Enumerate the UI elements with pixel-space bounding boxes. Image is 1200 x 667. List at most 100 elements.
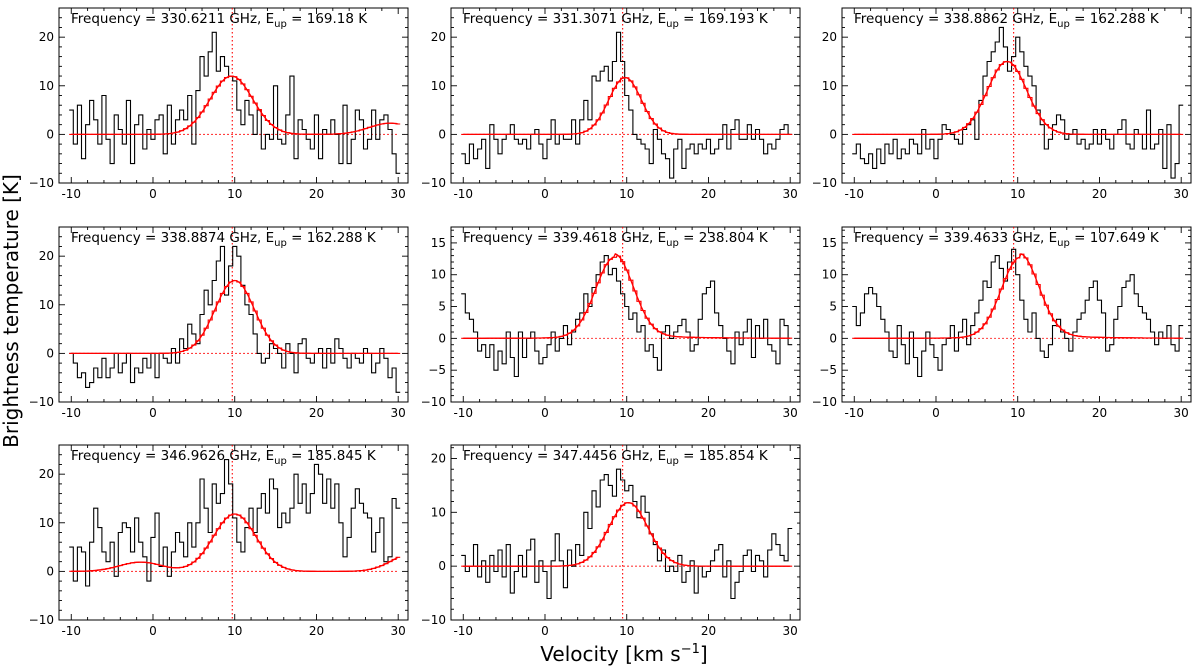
y-tick-label: 20 <box>39 30 54 44</box>
model-curve <box>71 279 399 355</box>
y-tick-label: −10 <box>421 395 446 409</box>
y-tick-label: −5 <box>819 363 837 377</box>
plot-area <box>852 227 1184 402</box>
y-tick-label: −10 <box>812 395 837 409</box>
x-tick-label: 10 <box>227 624 242 638</box>
panel-title: Frequency = 330.6211 GHz, Eup = 169.18 K <box>71 11 368 30</box>
model-step <box>852 253 1184 339</box>
panel-title-main: Frequency = 331.3071 GHz, E <box>463 11 666 27</box>
panel-title-sub: up <box>1057 19 1070 30</box>
panel-title-tail: = 238.804 K <box>679 230 769 246</box>
x-axis-title: Velocity [km s−1] <box>540 642 707 666</box>
x-tick-label: -10 <box>453 406 473 420</box>
panel-title-main: Frequency = 338.8874 GHz, E <box>71 230 274 246</box>
panel-title-tail: = 107.649 K <box>1070 230 1160 246</box>
y-tick-label: 10 <box>822 79 837 93</box>
y-tick-label: −10 <box>421 613 446 627</box>
x-tick-label: 30 <box>783 624 798 638</box>
y-tick-label: −10 <box>29 176 54 190</box>
panel-title-tail: = 169.18 K <box>287 11 368 27</box>
plot-frame <box>58 444 409 621</box>
y-tick-label: 10 <box>822 268 837 282</box>
x-tick-label: 20 <box>701 187 716 201</box>
y-tick-label: 0 <box>46 564 54 578</box>
panel-title-sub: up <box>274 19 287 30</box>
plot-frame <box>450 226 801 403</box>
panel-title-tail: = 185.854 K <box>679 448 769 464</box>
panel-title-tail: = 162.288 K <box>287 230 377 246</box>
x-tick-label: 0 <box>541 406 549 420</box>
x-axis-title-main: Velocity [km s <box>540 642 680 666</box>
y-tick-label: −10 <box>29 395 54 409</box>
panel-1: -10 0 10 20 30 −10 0 10 20 Frequency = 330.6211 G… <box>29 7 409 201</box>
observed-spectrum <box>852 248 1184 378</box>
x-tick-label: 0 <box>932 187 940 201</box>
y-tick-label: 10 <box>39 79 54 93</box>
panel-title-main: Frequency = 347.4456 GHz, E <box>463 448 666 464</box>
x-tick-label: 30 <box>783 406 798 420</box>
y-tick-label: 10 <box>39 516 54 530</box>
x-tick-label: 0 <box>149 406 157 420</box>
y-tick-label: 20 <box>822 30 837 44</box>
model-step <box>69 279 401 354</box>
x-tick-label: 30 <box>1174 406 1189 420</box>
y-tick-label: −10 <box>812 176 837 190</box>
y-tick-label: 15 <box>822 236 837 250</box>
plot-frame <box>841 7 1192 184</box>
panel-6: -10 0 10 20 30 −10 −5 0 5 10 15 Frequency = 339.463… <box>812 226 1192 420</box>
model-step <box>852 61 1184 135</box>
x-tick-label: 30 <box>391 624 406 638</box>
x-tick-label: 0 <box>149 187 157 201</box>
model-step <box>461 502 793 567</box>
panel-title-main: Frequency = 346.9626 GHz, E <box>71 448 274 464</box>
panel-title-main: Frequency = 339.4633 GHz, E <box>854 230 1057 246</box>
y-tick-label: −5 <box>428 363 446 377</box>
y-tick-label: 5 <box>438 300 446 314</box>
panel-title: Frequency = 339.4633 GHz, Eup = 107.649 … <box>854 230 1160 249</box>
panel-title-sub: up <box>274 456 287 467</box>
plot-area <box>69 445 401 620</box>
y-tick-label: 0 <box>829 331 837 345</box>
model-curve <box>854 60 1182 136</box>
panel-title-main: Frequency = 330.6211 GHz, E <box>71 11 274 27</box>
panel-title-tail: = 169.193 K <box>679 11 769 27</box>
x-tick-label: -10 <box>61 624 81 638</box>
x-tick-label: -10 <box>453 187 473 201</box>
x-tick-label: -10 <box>61 187 81 201</box>
x-tick-label: 0 <box>541 624 549 638</box>
observed-spectrum <box>69 31 401 174</box>
plot-area <box>461 445 793 620</box>
x-tick-label: 20 <box>309 624 324 638</box>
model-step <box>461 255 793 339</box>
panel-title: Frequency = 338.8874 GHz, Eup = 162.288 … <box>71 230 377 249</box>
x-tick-label: 10 <box>619 406 634 420</box>
y-tick-label: 10 <box>431 505 446 519</box>
model-curve <box>463 76 791 136</box>
panel-title-sub: up <box>1057 238 1070 249</box>
model-curve <box>854 253 1182 339</box>
panel-title-tail: = 162.288 K <box>1070 11 1160 27</box>
x-tick-label: 20 <box>1092 406 1107 420</box>
x-tick-label: 30 <box>391 187 406 201</box>
x-tick-label: 0 <box>541 187 549 201</box>
x-tick-label: 10 <box>1010 187 1025 201</box>
y-tick-label: 20 <box>431 30 446 44</box>
panel-title: Frequency = 346.9626 GHz, Eup = 185.845 … <box>71 448 377 467</box>
observed-spectrum <box>461 468 793 600</box>
x-tick-label: 20 <box>309 406 324 420</box>
plot-frame <box>841 226 1192 403</box>
model-step <box>461 77 793 135</box>
model-curve <box>71 75 399 136</box>
y-axis-title: Brightness temperature [K] <box>0 174 23 448</box>
y-tick-label: 20 <box>39 467 54 481</box>
panel-title-tail: = 185.845 K <box>287 448 377 464</box>
panels-group: -10 0 10 20 30 −10 0 10 20 Frequency = 330.6211 G… <box>29 7 1192 638</box>
x-tick-label: -10 <box>844 187 864 201</box>
y-tick-label: 10 <box>431 268 446 282</box>
panel-title: Frequency = 347.4456 GHz, Eup = 185.854 … <box>463 448 769 467</box>
model-step <box>69 513 401 572</box>
panel-title-main: Frequency = 338.8862 GHz, E <box>854 11 1057 27</box>
x-tick-label: -10 <box>453 624 473 638</box>
x-tick-label: 10 <box>227 187 242 201</box>
